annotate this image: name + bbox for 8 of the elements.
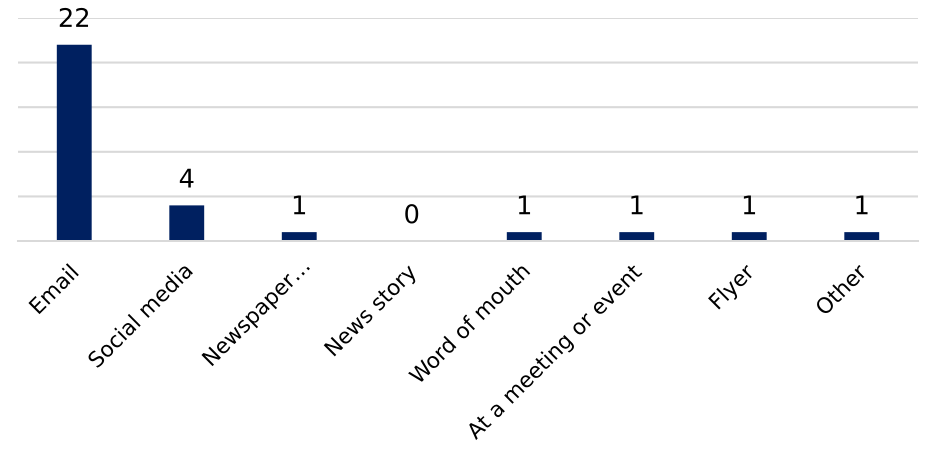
data-label: 1 bbox=[294, 196, 306, 214]
data-label: 22 bbox=[60, 8, 88, 27]
data-label: 1 bbox=[856, 196, 868, 214]
data-label: 4 bbox=[180, 168, 194, 188]
data-label: 1 bbox=[744, 196, 756, 214]
data-label: 1 bbox=[518, 196, 530, 214]
data-label: 1 bbox=[631, 196, 643, 214]
data-label: 0 bbox=[405, 204, 418, 224]
